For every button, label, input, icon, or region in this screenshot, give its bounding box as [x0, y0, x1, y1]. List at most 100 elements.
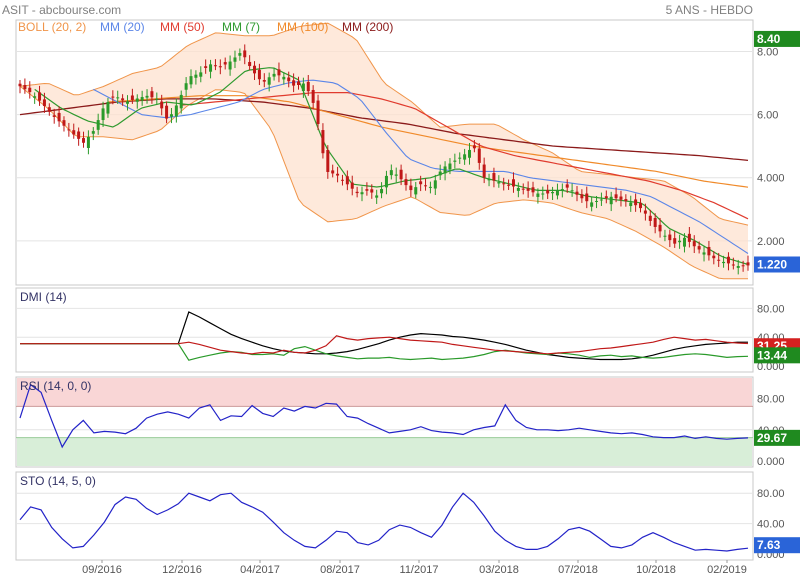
candle-body — [565, 184, 569, 188]
candle-body — [687, 233, 691, 242]
sto-y-tick-label: 80.00 — [757, 488, 785, 500]
candle-body — [96, 120, 100, 130]
candle-body — [619, 196, 623, 200]
candle-body — [497, 182, 501, 184]
candle-body — [169, 114, 173, 117]
candle-body — [448, 163, 452, 170]
candle-body — [365, 189, 369, 191]
candle-body — [38, 92, 42, 101]
dmi-y-tick-label: 80.00 — [757, 303, 785, 315]
candle-body — [648, 215, 652, 221]
candle-body — [375, 195, 379, 198]
candle-body — [511, 179, 515, 187]
candle-body — [125, 101, 129, 104]
candle-body — [277, 69, 281, 76]
candle-body — [23, 84, 27, 90]
candle-body — [389, 170, 393, 176]
candle-body — [482, 164, 486, 178]
dmi-badge-plus: 13.44 — [757, 348, 787, 362]
dmi-adx-line — [20, 311, 748, 361]
candle-body — [599, 199, 603, 201]
moving-average-mm20-line — [93, 79, 749, 254]
candle-body — [130, 95, 134, 100]
candle-body — [682, 237, 686, 247]
legend-item-1: MM (20) — [100, 20, 145, 34]
candle-body — [726, 256, 730, 264]
candle-body — [67, 129, 71, 131]
candle-body — [590, 202, 594, 207]
candle-body — [223, 62, 227, 65]
candle-body — [668, 234, 672, 241]
candle-body — [199, 72, 203, 77]
moving-average-mm100-line — [107, 95, 749, 188]
candle-body — [531, 187, 535, 193]
candle-body — [692, 241, 696, 247]
moving-average-mm7-line — [34, 67, 749, 266]
rsi-badge-last: 29.67 — [757, 431, 787, 445]
candle-body — [135, 98, 139, 102]
candle-body — [243, 50, 247, 58]
candle-body — [360, 192, 364, 195]
dmi-y-tick-label: 0.000 — [757, 361, 785, 373]
candle-body — [160, 101, 164, 109]
candle-body — [91, 131, 95, 134]
price-badge-high: 8.40 — [757, 32, 781, 46]
candle-body — [433, 180, 437, 189]
candle-body — [47, 107, 51, 112]
rsi-y-tick-label: 80.00 — [757, 394, 785, 406]
bollinger-band-fill — [20, 23, 748, 279]
candle-body — [722, 261, 726, 264]
legend-item-2: MM (50) — [160, 20, 205, 34]
candle-body — [262, 80, 266, 82]
candle-body — [516, 187, 520, 191]
candle-body — [345, 176, 349, 185]
legend-item-5: MM (200) — [342, 20, 393, 34]
candle-body — [487, 179, 491, 181]
sto-label: STO (14, 5, 0) — [20, 474, 96, 488]
candle-body — [218, 66, 222, 68]
candle-body — [184, 83, 188, 90]
candle-body — [248, 61, 252, 67]
candle-body — [233, 57, 237, 62]
x-axis-tick-label: 04/2017 — [240, 564, 280, 576]
candle-body — [189, 76, 193, 85]
candle-body — [580, 194, 584, 199]
price-y-tick-label: 4.000 — [757, 173, 785, 185]
rsi-y-tick-label: 0.000 — [757, 456, 785, 468]
panel-frame-sto — [15, 471, 754, 561]
candle-body — [658, 224, 662, 232]
candle-body — [731, 264, 735, 266]
candle-body — [702, 252, 706, 255]
candle-body — [52, 115, 56, 117]
candle-body — [419, 181, 423, 185]
candle-body — [453, 160, 457, 162]
candle-body — [77, 131, 81, 139]
candle-body — [438, 171, 442, 176]
candle-body — [28, 87, 32, 93]
candle-body — [717, 259, 721, 261]
candle-body — [536, 193, 540, 197]
candle-body — [697, 246, 701, 250]
candle-body — [228, 61, 232, 70]
rsi-line — [19, 383, 749, 449]
rsi-label: RSI (14, 0, 0) — [20, 379, 91, 393]
dmi-label: DMI (14) — [20, 290, 67, 304]
candle-body — [57, 112, 61, 122]
panel-frame-price — [15, 19, 754, 286]
candle-body — [521, 188, 525, 190]
dmi-minus-line — [20, 335, 749, 355]
candle-body — [551, 192, 555, 194]
price-badge-last: 1.220 — [757, 257, 787, 271]
sto-y-tick-label: 40.00 — [757, 519, 785, 531]
candle-body — [86, 136, 90, 148]
candle-body — [350, 182, 354, 189]
rsi-badge-last-bg — [754, 429, 800, 446]
candle-body — [746, 262, 750, 266]
candle-body — [321, 130, 325, 154]
x-axis-tick-label: 10/2018 — [636, 564, 676, 576]
sto-badge-last-bg — [754, 537, 800, 554]
candle-body — [72, 130, 76, 135]
x-axis-tick-label: 03/2018 — [479, 564, 519, 576]
